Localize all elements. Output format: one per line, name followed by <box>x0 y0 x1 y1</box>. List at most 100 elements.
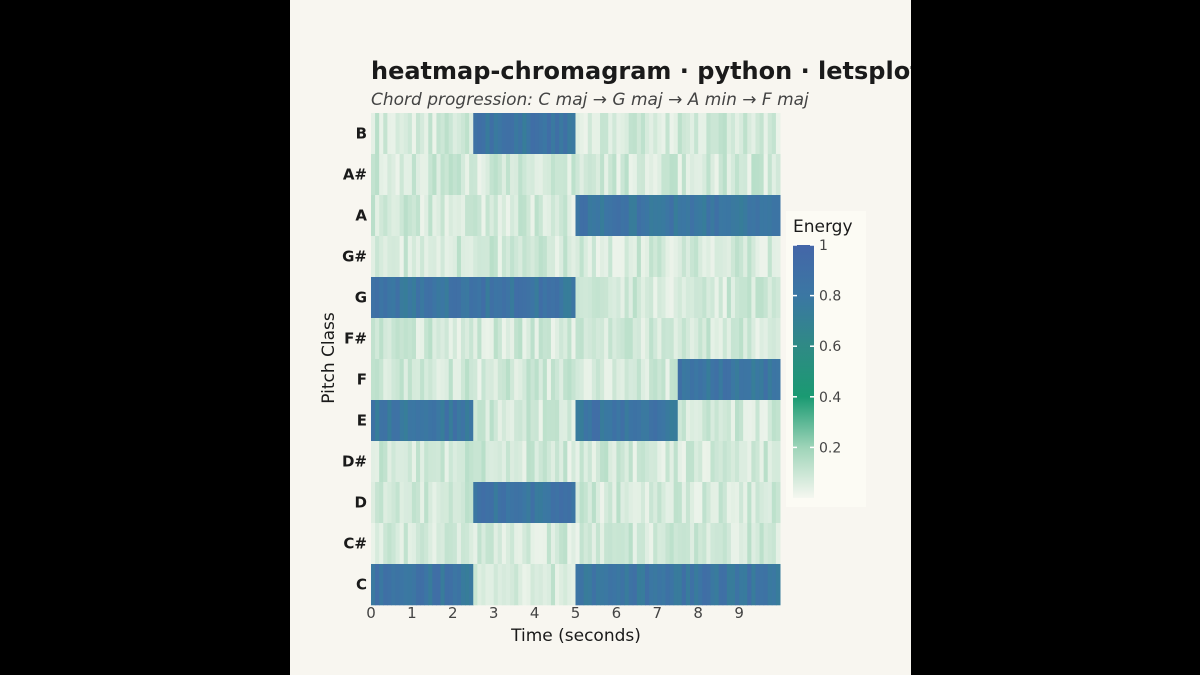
heatmap-cell <box>522 318 527 360</box>
heatmap-cell <box>518 113 523 155</box>
heatmap-cell <box>518 523 523 565</box>
heatmap-cell <box>518 277 523 319</box>
heatmap-cell <box>473 564 478 606</box>
heatmap-cell <box>452 318 458 360</box>
heatmap-cell <box>555 482 560 524</box>
heatmap-cell <box>538 564 544 606</box>
heatmap-cell <box>546 564 552 606</box>
heatmap-cell <box>624 154 630 196</box>
heatmap-cell <box>424 523 429 565</box>
heatmap-cell <box>395 359 401 401</box>
heatmap-cell <box>440 318 446 360</box>
heatmap-cell <box>436 482 442 524</box>
heatmap-cell <box>420 441 425 483</box>
heatmap-cell <box>387 236 392 278</box>
heatmap-cell <box>485 482 491 524</box>
heatmap-cell <box>481 154 487 196</box>
heatmap-cell <box>399 113 405 155</box>
heatmap-cell <box>415 482 421 524</box>
heatmap-cell <box>775 277 781 319</box>
heatmap-cell <box>452 154 458 196</box>
heatmap-cell <box>448 195 454 237</box>
heatmap-cell <box>514 318 519 360</box>
heatmap-cell <box>608 441 613 483</box>
heatmap-cell <box>665 318 671 360</box>
heatmap-cell <box>714 523 720 565</box>
heatmap-cell <box>771 564 777 606</box>
heatmap-cell <box>661 441 666 483</box>
heatmap-cell <box>371 195 376 237</box>
heatmap-cell <box>379 359 384 401</box>
heatmap-cell <box>473 195 478 237</box>
heatmap-cell <box>657 277 662 319</box>
heatmap-cell <box>510 482 515 524</box>
heatmap-cell <box>534 400 540 442</box>
x-tick-label: 5 <box>571 604 581 622</box>
heatmap-cell <box>620 441 626 483</box>
heatmap-cell <box>563 359 568 401</box>
heatmap-cell <box>681 236 687 278</box>
heatmap-cell <box>424 236 429 278</box>
heatmap-cell <box>628 523 634 565</box>
heatmap-cell <box>751 277 756 319</box>
heatmap-cell <box>505 564 511 606</box>
heatmap-cell <box>649 400 654 442</box>
heatmap-cell <box>538 154 544 196</box>
heatmap-cell <box>420 154 425 196</box>
heatmap-cell <box>624 523 630 565</box>
heatmap-cell <box>690 441 695 483</box>
heatmap-cell <box>685 318 691 360</box>
heatmap-cell <box>718 441 724 483</box>
heatmap-cell <box>444 441 450 483</box>
heatmap-cell <box>432 154 437 196</box>
heatmap-cell <box>375 318 380 360</box>
heatmap-cell <box>632 154 638 196</box>
heatmap-cell <box>407 564 413 606</box>
heatmap-cell <box>743 236 748 278</box>
heatmap-cell <box>391 441 397 483</box>
heatmap-cell <box>559 400 564 442</box>
heatmap-cell <box>653 113 658 155</box>
heatmap-cell <box>649 441 654 483</box>
heatmap-cell <box>685 441 691 483</box>
heatmap-cell <box>600 400 605 442</box>
heatmap-cell <box>391 113 397 155</box>
heatmap-cell <box>473 482 478 524</box>
heatmap-cell <box>583 441 589 483</box>
heatmap-cell <box>620 154 626 196</box>
heatmap-cell <box>497 113 503 155</box>
heatmap-cell <box>645 195 650 237</box>
heatmap-cell <box>559 154 564 196</box>
heatmap-cell <box>710 236 716 278</box>
heatmap-cell <box>456 113 462 155</box>
heatmap-cell <box>636 277 642 319</box>
heatmap-cell <box>583 154 589 196</box>
heatmap-cell <box>546 441 552 483</box>
heatmap-cell <box>501 482 507 524</box>
heatmap-cell <box>514 441 519 483</box>
heatmap-cell <box>530 318 536 360</box>
heatmap-cell <box>665 400 671 442</box>
heatmap-cell <box>595 318 601 360</box>
heatmap-cell <box>669 195 675 237</box>
chart-title: heatmap-chromagram · python · letsplot ·… <box>371 57 911 85</box>
heatmap-cell <box>371 441 376 483</box>
heatmap-cell <box>518 482 523 524</box>
heatmap-cell <box>645 400 650 442</box>
heatmap-cell <box>477 564 482 606</box>
heatmap-cell <box>407 277 413 319</box>
heatmap-cell <box>399 277 405 319</box>
heatmap-cell <box>510 564 515 606</box>
heatmap-cell <box>730 359 736 401</box>
heatmap-cell <box>771 154 777 196</box>
heatmap-cell <box>636 154 642 196</box>
heatmap-cell <box>514 236 519 278</box>
heatmap-cell <box>432 359 437 401</box>
heatmap-cell <box>616 236 621 278</box>
heatmap-cell <box>415 113 421 155</box>
heatmap-cell <box>759 359 765 401</box>
heatmap-cell <box>448 318 454 360</box>
heatmap-cell <box>702 154 707 196</box>
heatmap-cell <box>755 154 761 196</box>
heatmap-cell <box>505 195 511 237</box>
